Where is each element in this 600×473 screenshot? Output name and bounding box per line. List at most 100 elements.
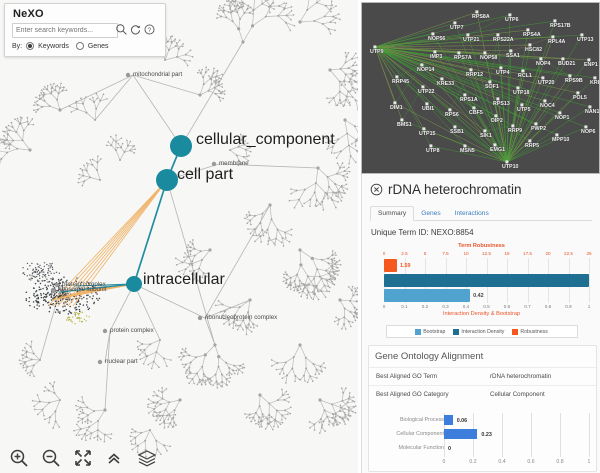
gene-node-label[interactable]: RRP12 — [466, 72, 484, 79]
search-panel[interactable]: NeXO ? By: Keywords Genes — [4, 3, 166, 57]
gene-node-label[interactable]: CBF5 — [469, 110, 484, 117]
gene-node-label[interactable]: NAN1 — [585, 109, 599, 116]
gene-node-label[interactable]: KRI1 — [590, 80, 599, 87]
gene-node-label[interactable]: DIP2 — [491, 118, 504, 125]
gene-node-label[interactable]: EMG1 — [490, 147, 506, 154]
gene-node-label[interactable]: NOP14 — [417, 67, 435, 74]
gene-node-label[interactable]: UTP7 — [450, 25, 464, 32]
tab-interactions[interactable]: Interactions — [454, 210, 489, 217]
top-axis-tick: 22.5 — [564, 251, 573, 256]
tree-minor-label-1[interactable]: membrane — [219, 160, 249, 167]
gene-node-label[interactable]: RRP45 — [392, 79, 410, 86]
gene-node-label[interactable]: UTP4 — [496, 70, 510, 77]
bar-bootstrap — [384, 289, 471, 302]
gene-node-label[interactable]: RRP9 — [508, 128, 523, 135]
gene-node-label[interactable]: SIK1 — [480, 133, 493, 140]
tab-summary[interactable]: Summary — [370, 206, 415, 221]
legend-item[interactable]: Bootstrap — [415, 328, 445, 335]
gene-node-label[interactable]: RPS1A — [460, 97, 479, 104]
tree-minor-label-0[interactable]: mitochondrial part — [133, 71, 183, 78]
gene-node-label[interactable]: UTP21 — [463, 37, 480, 44]
tree-node-label-1[interactable]: cell part — [177, 166, 234, 183]
gene-node-label[interactable]: PWP2 — [531, 126, 547, 133]
gene-node-label[interactable]: RPS22A — [493, 37, 514, 44]
search-by-row[interactable]: By: Keywords Genes — [12, 42, 111, 50]
layers-icon[interactable] — [137, 448, 157, 468]
gene-node-label[interactable]: ENP1 — [584, 62, 599, 69]
help-icon[interactable]: ? — [143, 23, 156, 36]
collapse-all-icon[interactable] — [105, 448, 125, 468]
gene-node-label[interactable]: SOF1 — [485, 84, 500, 91]
gene-node-label[interactable]: DIM1 — [390, 105, 403, 112]
gene-node-label[interactable]: NOC4 — [540, 103, 555, 110]
gene-node-label[interactable]: RCL1 — [518, 73, 533, 80]
gene-node-label[interactable]: NOP58 — [480, 55, 498, 62]
gene-node-label[interactable]: MSN5 — [460, 148, 475, 155]
gene-node-label[interactable]: HSC82 — [525, 47, 543, 54]
gene-node-label[interactable]: UBI1 — [422, 106, 435, 113]
gene-node-label[interactable]: RPS17B — [550, 23, 571, 30]
detail-tabs[interactable]: Summary Genes Interactions — [370, 204, 592, 221]
gene-node-label[interactable]: RPS13 — [493, 101, 511, 108]
gene-interaction-network[interactable]: UTP9 RPS8A UTP6 UTP7 RPS17B NOP56 UTP21 RPS22A R… — [361, 2, 600, 174]
svg-text:?: ? — [148, 27, 152, 34]
gene-node-label[interactable]: BMS1 — [397, 122, 412, 129]
tree-toolbar[interactable] — [0, 443, 358, 473]
gene-node-label[interactable]: UTP13 — [577, 37, 594, 44]
fit-screen-icon[interactable] — [73, 448, 93, 468]
search-icon[interactable] — [115, 23, 128, 36]
gene-node-label[interactable]: KRE33 — [437, 81, 455, 88]
top-axis-tick: 5 — [423, 251, 427, 256]
gene-node-label[interactable]: BUD21 — [558, 61, 576, 68]
tree-minor-label-3[interactable]: nuclear part — [105, 358, 138, 365]
tree-minor-label-2[interactable]: protein complex — [110, 327, 154, 334]
gene-node-label[interactable]: UTP10 — [502, 164, 519, 171]
tree-node-label-2[interactable]: intracellular — [143, 271, 225, 288]
gene-node-label[interactable]: UTP6 — [505, 17, 519, 24]
chart-legend: Bootstrap Interaction Density Robustness — [385, 325, 578, 338]
radio-keywords[interactable] — [26, 42, 35, 50]
gene-node-label[interactable]: SSB1 — [450, 129, 465, 136]
gene-node-label[interactable]: RPS9B — [565, 78, 584, 85]
close-circle-icon[interactable] — [370, 183, 383, 196]
gene-node-label[interactable]: RPS7A — [454, 55, 473, 62]
gene-node-label[interactable]: NOP1 — [555, 115, 570, 122]
search-input[interactable] — [12, 23, 118, 38]
ontology-tree-graph[interactable] — [0, 0, 358, 473]
bottom-axis-tick: 0.8 — [544, 304, 552, 309]
gene-node-label[interactable]: UTP15 — [419, 131, 436, 138]
gene-node-label[interactable]: UTP20 — [538, 80, 555, 87]
gene-node-label[interactable]: RPS8A — [472, 14, 491, 21]
gene-node-label[interactable]: UTP22 — [418, 89, 435, 96]
gene-node-label[interactable]: RPS4A — [523, 32, 542, 39]
gene-node-label[interactable]: RPL4A — [548, 39, 566, 46]
tree-minor-label-6[interactable]: ribonucleoprotein complex — [205, 314, 278, 321]
ontology-tree-view[interactable]: NeXO ? By: Keywords Genes cellular_compo… — [0, 0, 358, 473]
tree-minor-label-4[interactable]: protein complex — [62, 281, 106, 288]
gene-node-label[interactable]: NOP6 — [581, 129, 596, 136]
bottom-axis-tick: 1 — [587, 304, 591, 309]
zoom-in-icon[interactable] — [9, 448, 29, 468]
gene-node-label[interactable]: POL5 — [573, 95, 588, 102]
network-graph[interactable]: UTP9 RPS8A UTP6 UTP7 RPS17B NOP56 UTP21 RPS22A R… — [362, 3, 599, 173]
tab-genes[interactable]: Genes — [421, 210, 441, 217]
gene-node-label[interactable]: MPP10 — [552, 137, 570, 144]
gene-node-label[interactable]: UTP18 — [513, 90, 530, 97]
gene-node-label[interactable]: UTP8 — [426, 148, 440, 155]
reset-icon[interactable] — [129, 23, 142, 36]
gene-node-label[interactable]: NOP4 — [536, 61, 551, 68]
gene-node-label[interactable]: RPS6 — [445, 112, 460, 119]
gene-node-label[interactable]: UTP9 — [370, 49, 384, 56]
go-category-label: Biological Process — [399, 417, 444, 423]
legend-item[interactable]: Robustness — [512, 328, 548, 335]
gene-node-label[interactable]: UTP5 — [517, 107, 531, 114]
gene-node-label[interactable]: IMP3 — [430, 54, 443, 61]
legend-item[interactable]: Interaction Density — [453, 328, 504, 335]
gene-node-label[interactable]: SSA1 — [506, 53, 521, 60]
gene-node-label[interactable]: RRP5 — [525, 143, 540, 150]
radio-genes[interactable] — [75, 42, 84, 50]
tree-minor-label-5[interactable]: ribosomal subunit — [58, 286, 107, 293]
tree-node-label-0[interactable]: cellular_component — [196, 131, 335, 148]
zoom-out-icon[interactable] — [41, 448, 61, 468]
gene-node-label[interactable]: NOP56 — [428, 36, 446, 43]
